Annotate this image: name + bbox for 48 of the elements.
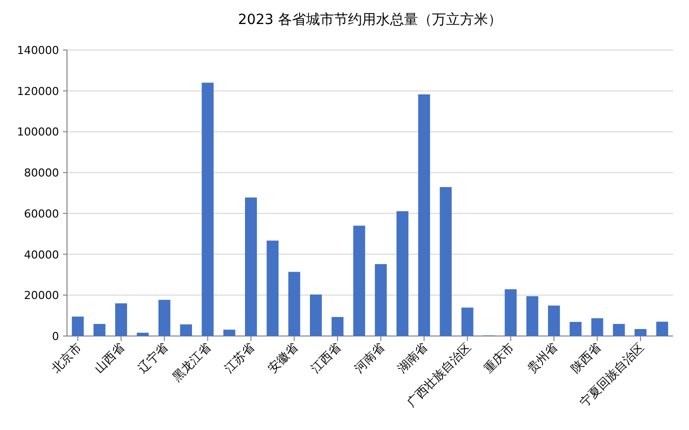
bar	[570, 322, 582, 336]
bar	[136, 332, 149, 336]
y-tick-label: 40000	[24, 248, 59, 262]
y-tick-label: 100000	[17, 126, 59, 139]
bar	[202, 82, 214, 336]
x-tick-label: 黑龙江省	[170, 340, 214, 384]
x-tick-label: 重庆市	[481, 340, 517, 376]
x-tick-label: 山西省	[92, 340, 128, 376]
x-tick-label: 辽宁省	[135, 340, 171, 376]
bar	[591, 318, 604, 336]
bar	[223, 330, 236, 336]
bar	[418, 94, 430, 336]
y-tick-label: 60000	[24, 207, 59, 220]
bar	[245, 197, 257, 336]
bar	[332, 317, 344, 336]
chart-title: 2023 各省城市节约用水总量（万立方米）	[238, 12, 502, 28]
bar	[288, 272, 300, 336]
x-tick-label: 河南省	[352, 340, 387, 376]
x-tick-label: 江苏省	[222, 340, 258, 376]
y-tick-label: 120000	[17, 84, 59, 98]
x-tick-label: 安徽省	[265, 340, 300, 376]
x-tick-label: 江西省	[308, 340, 344, 376]
bar	[612, 324, 625, 336]
y-tick-label: 80000	[24, 166, 59, 180]
bar	[396, 211, 408, 336]
bar	[548, 306, 560, 336]
bar	[526, 296, 538, 336]
bar	[266, 240, 279, 336]
bar	[353, 226, 366, 336]
bar	[158, 300, 170, 336]
bar	[115, 303, 128, 336]
bar	[504, 289, 517, 336]
bar	[461, 308, 474, 336]
bar	[440, 187, 452, 336]
bar	[72, 316, 84, 336]
x-tick-label: 北京市	[48, 340, 84, 376]
bar	[94, 324, 106, 336]
x-tick-label: 贵州省	[524, 340, 560, 376]
bar	[310, 294, 322, 336]
bar	[180, 324, 192, 336]
x-tick-label: 湖南省	[394, 340, 430, 376]
bar	[634, 329, 646, 336]
bar	[656, 322, 668, 336]
y-tick-label: 140000	[17, 44, 59, 57]
y-tick-label: 0	[52, 330, 59, 343]
x-tick-label: 陕西省	[568, 340, 604, 376]
bar	[374, 264, 387, 336]
y-tick-label: 20000	[24, 289, 59, 302]
